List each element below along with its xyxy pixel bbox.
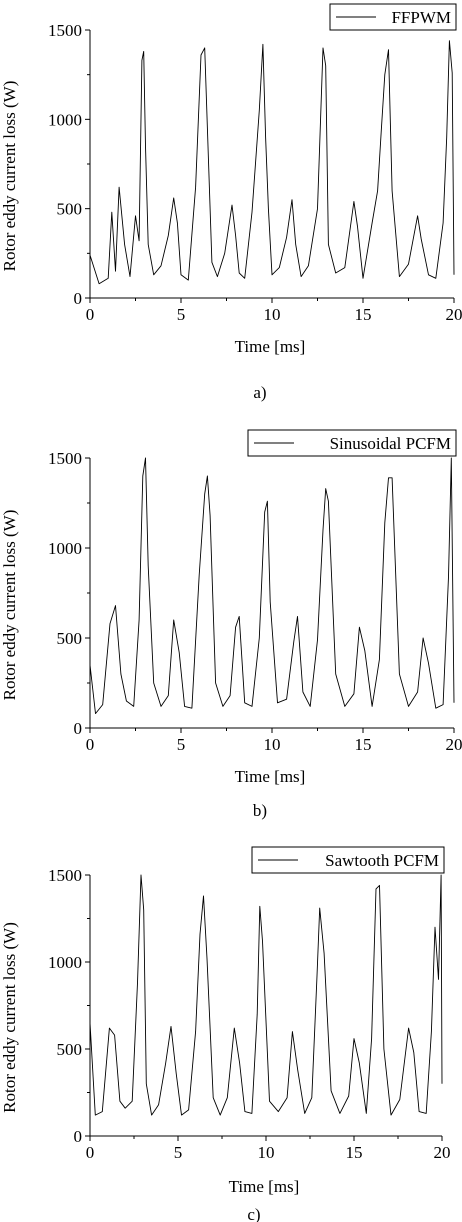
- legend-label: Sawtooth PCFM: [325, 851, 439, 870]
- x-axis-label: Time [ms]: [235, 767, 306, 786]
- x-tick-label: 5: [177, 735, 186, 754]
- x-tick-label: 20: [446, 305, 462, 324]
- y-tick-label: 0: [74, 719, 83, 738]
- y-axis-label: Rotor eddy current loss (W): [0, 510, 19, 701]
- series-line-1-1: [89, 40, 455, 285]
- x-tick-label: 5: [177, 305, 186, 324]
- x-tick-label: 0: [86, 1143, 95, 1162]
- series-line-3-1: [89, 874, 443, 1116]
- y-tick-label: 500: [57, 200, 83, 219]
- y-tick-label: 1500: [48, 21, 82, 40]
- series-line-2-1: [89, 457, 455, 715]
- x-tick-label: 10: [264, 305, 281, 324]
- x-tick-label: 15: [346, 1143, 363, 1162]
- x-tick-label: 5: [174, 1143, 183, 1162]
- x-tick-label: 20: [446, 735, 462, 754]
- figure-caption: b): [253, 801, 267, 820]
- y-tick-label: 500: [57, 629, 83, 648]
- y-tick-label: 1500: [48, 866, 82, 885]
- x-tick-label: 10: [258, 1143, 275, 1162]
- x-tick-label: 15: [355, 735, 372, 754]
- x-axis-label: Time [ms]: [235, 337, 306, 356]
- legend-label: FFPWM: [391, 8, 451, 27]
- y-axis-label: Rotor eddy current loss (W): [0, 922, 19, 1113]
- x-tick-label: 0: [86, 735, 95, 754]
- legend-label: Sinusoidal PCFM: [330, 434, 451, 453]
- x-tick-label: 10: [264, 735, 281, 754]
- y-tick-label: 1500: [48, 449, 82, 468]
- figure-caption: c): [247, 1205, 260, 1222]
- x-tick-label: 0: [86, 305, 95, 324]
- figure-caption: a): [253, 383, 266, 402]
- y-tick-label: 0: [74, 289, 83, 308]
- y-tick-label: 500: [57, 1040, 83, 1059]
- y-tick-label: 0: [74, 1127, 83, 1146]
- y-tick-label: 1000: [48, 953, 82, 972]
- legend-box: [329, 3, 457, 31]
- x-tick-label: 15: [355, 305, 372, 324]
- y-tick-label: 1000: [48, 539, 82, 558]
- x-axis-label: Time [ms]: [229, 1177, 300, 1196]
- x-tick-label: 20: [434, 1143, 451, 1162]
- y-axis-label: Rotor eddy current loss (W): [0, 81, 19, 272]
- y-tick-label: 1000: [48, 110, 82, 129]
